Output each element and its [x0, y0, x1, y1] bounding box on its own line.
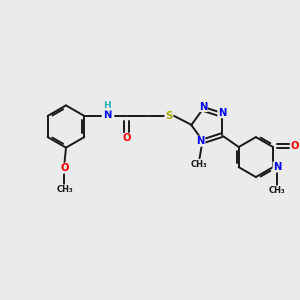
Text: O: O [60, 163, 69, 173]
Text: CH₃: CH₃ [190, 160, 207, 169]
Text: N: N [218, 108, 226, 118]
Text: H: H [103, 101, 111, 110]
Text: CH₃: CH₃ [56, 185, 73, 194]
Text: CH₃: CH₃ [269, 186, 286, 195]
Text: O: O [122, 133, 131, 143]
Text: N: N [196, 136, 205, 146]
Text: S: S [165, 111, 172, 121]
Text: N: N [199, 101, 207, 112]
Text: N: N [103, 110, 111, 120]
Text: N: N [273, 162, 281, 172]
Text: O: O [291, 141, 299, 151]
